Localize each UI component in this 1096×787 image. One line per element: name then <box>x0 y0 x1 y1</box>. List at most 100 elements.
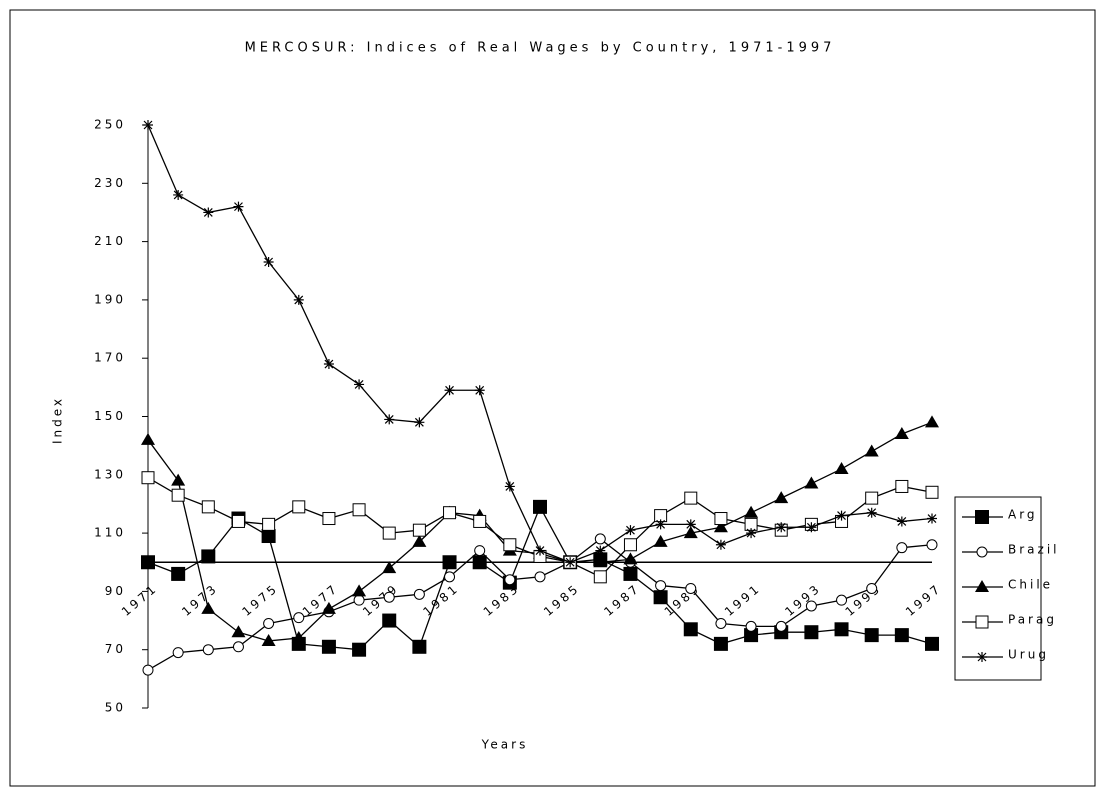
x-tick-label: 1991 <box>722 581 764 619</box>
marker <box>201 549 216 564</box>
marker <box>655 519 666 530</box>
marker <box>836 510 847 521</box>
marker <box>142 664 154 676</box>
marker <box>805 600 817 612</box>
marker <box>171 473 186 486</box>
marker <box>834 622 849 637</box>
marker <box>593 570 607 584</box>
x-tick-label: 1995 <box>843 581 885 619</box>
marker <box>977 652 987 662</box>
marker <box>655 580 667 592</box>
y-tick-label: 230 <box>94 176 126 190</box>
marker <box>382 613 397 628</box>
marker <box>171 488 185 502</box>
marker <box>414 417 425 428</box>
legend-label: Brazil <box>1008 543 1060 557</box>
marker <box>715 539 726 550</box>
marker <box>746 528 757 539</box>
marker <box>233 201 244 212</box>
marker <box>352 503 366 517</box>
marker <box>322 512 336 526</box>
marker <box>444 385 455 396</box>
frame <box>9 9 1096 787</box>
marker <box>203 207 214 218</box>
marker <box>261 633 276 646</box>
marker <box>382 561 397 574</box>
marker <box>173 189 184 200</box>
marker <box>443 506 457 520</box>
marker <box>684 491 698 505</box>
marker <box>866 507 877 518</box>
marker <box>323 359 334 370</box>
marker <box>412 534 427 547</box>
marker <box>352 642 367 657</box>
marker <box>293 294 304 305</box>
marker <box>474 385 485 396</box>
marker <box>141 432 155 445</box>
marker <box>975 580 989 592</box>
y-tick-label: 170 <box>94 351 126 365</box>
legend <box>954 496 1042 681</box>
marker <box>896 516 907 527</box>
marker <box>744 505 759 518</box>
legend-label: Urug <box>1008 648 1049 662</box>
marker <box>976 546 988 558</box>
y-tick-label: 50 <box>105 701 126 715</box>
marker <box>384 414 395 425</box>
y-tick-label: 250 <box>94 118 126 132</box>
marker <box>594 533 606 545</box>
marker <box>865 491 879 505</box>
marker <box>625 525 636 536</box>
marker <box>231 514 245 528</box>
marker <box>232 641 244 653</box>
marker <box>866 582 878 594</box>
marker <box>714 512 728 526</box>
marker <box>321 601 336 614</box>
marker <box>713 520 728 533</box>
marker <box>291 631 306 644</box>
legend-label: Parag <box>1008 613 1057 627</box>
marker <box>141 471 155 485</box>
marker <box>535 545 545 556</box>
marker <box>202 644 214 656</box>
marker <box>683 622 698 637</box>
marker <box>263 257 274 268</box>
marker <box>834 461 849 474</box>
marker <box>382 526 396 540</box>
marker <box>321 639 336 654</box>
marker <box>354 379 365 390</box>
marker <box>293 612 305 624</box>
marker <box>261 529 276 544</box>
marker <box>925 415 939 428</box>
marker <box>713 636 728 651</box>
marker <box>413 588 425 600</box>
marker <box>774 491 789 504</box>
marker <box>172 647 184 659</box>
marker <box>894 426 909 439</box>
marker <box>653 590 668 605</box>
marker <box>444 571 456 583</box>
marker <box>473 514 487 528</box>
marker <box>896 542 908 554</box>
y-tick-label: 130 <box>94 467 126 481</box>
marker <box>474 545 486 557</box>
marker <box>685 582 697 594</box>
marker <box>745 620 757 632</box>
x-axis-label: Years <box>481 738 529 752</box>
marker <box>806 522 817 533</box>
y-tick-label: 110 <box>94 526 126 540</box>
chart-title: MERCOSUR: Indices of Real Wages by Count… <box>245 41 836 56</box>
marker <box>925 485 939 499</box>
marker <box>685 519 696 530</box>
marker <box>775 620 787 632</box>
y-tick-label: 150 <box>94 409 126 423</box>
marker <box>623 552 638 565</box>
marker <box>352 584 367 597</box>
marker <box>593 555 608 568</box>
marker <box>744 628 759 643</box>
marker <box>143 120 153 130</box>
x-tick-label: 1987 <box>601 581 643 619</box>
y-tick-label: 70 <box>105 642 126 656</box>
marker <box>412 639 427 654</box>
y-axis-label: Index <box>51 396 65 444</box>
